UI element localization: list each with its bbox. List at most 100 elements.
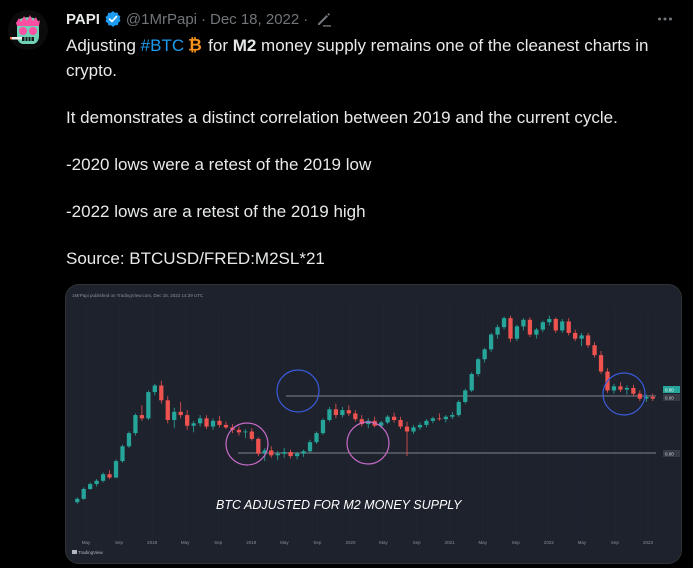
candle (417, 422, 423, 430)
text-segment: Adjusting (66, 36, 141, 55)
chart-header-text: 1MrPapi published on TradingView.com, De… (72, 293, 204, 298)
candle-body (379, 422, 384, 426)
candle (288, 449, 293, 459)
tweet-media-chart[interactable]: 1MrPapi published on TradingView.com, De… (65, 284, 682, 564)
candle-body (307, 442, 313, 452)
candle (411, 424, 416, 434)
candle (631, 384, 636, 397)
candle (307, 439, 313, 453)
svg-text:₿: ₿ (188, 36, 202, 54)
candle-body (223, 424, 229, 428)
candle-body (469, 374, 474, 391)
candle (534, 328, 539, 339)
candle-body (437, 418, 442, 420)
candle (333, 403, 339, 419)
candle (294, 452, 300, 460)
candle (320, 418, 326, 435)
candle-body (540, 322, 545, 330)
candle-body (476, 359, 481, 374)
candle-body (165, 400, 170, 420)
candle (573, 329, 578, 342)
candle (624, 385, 630, 395)
tradingview-watermark: TradingView (78, 550, 104, 555)
candle-body (398, 420, 403, 427)
candle (482, 347, 487, 363)
candle-body (534, 329, 539, 335)
candle (249, 428, 254, 441)
candle (139, 405, 145, 421)
x-tick-label: May (82, 540, 91, 545)
candle (113, 459, 119, 479)
candle (598, 351, 604, 374)
candle-body (417, 424, 423, 428)
tweet-paragraph: Source: BTCUSD/FRED:M2SL*21 (66, 249, 325, 268)
candle (463, 388, 468, 404)
chart-annotation: BTC ADJUSTED FOR M2 MONEY SUPPLY (216, 498, 463, 512)
tweet-header: PAPI @1MrPapi · Dec 18, 2022 · (66, 8, 676, 30)
more-dots-icon[interactable] (654, 8, 676, 30)
candle-body (463, 390, 468, 402)
candle-body (146, 392, 151, 419)
display-name[interactable]: PAPI (66, 10, 100, 28)
x-tick-label: May (578, 540, 587, 545)
candle-body (327, 409, 332, 420)
candle-body (262, 450, 267, 454)
text-segment: money supply remains one of the cleanest… (66, 36, 649, 80)
candle-body (592, 345, 597, 356)
candle-body (501, 318, 507, 328)
price-label (663, 386, 680, 393)
candle-body (113, 461, 119, 478)
user-handle[interactable]: @1MrPapi (125, 10, 197, 28)
candle-body (256, 438, 261, 454)
x-tick-label: 2021 (445, 540, 456, 545)
circle-2022-low (602, 372, 646, 416)
candle (346, 405, 351, 416)
circle-2019-high (276, 369, 320, 413)
candle (469, 372, 474, 393)
candle (275, 451, 280, 461)
candle (592, 341, 597, 358)
candle-body (443, 416, 448, 420)
candle-body (249, 431, 254, 439)
pencil-edited-icon[interactable] (316, 11, 332, 27)
candle-body (340, 410, 345, 416)
candle (547, 315, 552, 326)
x-tick-label: 2018 (147, 540, 158, 545)
x-tick-label: May (181, 540, 190, 545)
candle (178, 401, 183, 419)
price-label (663, 450, 680, 457)
candle-body (243, 431, 248, 433)
tweet-date[interactable]: Dec 18, 2022 (210, 10, 300, 28)
candle-body (411, 427, 416, 432)
candle (391, 412, 397, 423)
candle (120, 444, 125, 463)
candle-body (133, 415, 138, 434)
x-tick-label: Sep (413, 540, 422, 545)
candle-body (159, 385, 164, 401)
candle-body (275, 453, 280, 456)
candle-body (94, 480, 99, 485)
candle (340, 406, 345, 418)
avatar[interactable] (8, 10, 48, 50)
x-tick-label: May (379, 540, 388, 545)
candle-body (172, 411, 177, 420)
candle-body (301, 451, 306, 454)
x-tick-label: Sep (313, 540, 322, 545)
candle-body (353, 413, 358, 420)
candle-body (385, 416, 390, 423)
x-tick-label: Sep (611, 540, 620, 545)
candle (269, 446, 274, 458)
x-tick-label: May (280, 540, 289, 545)
candle (217, 415, 222, 428)
candle (327, 406, 332, 422)
candle (521, 318, 526, 331)
candle (501, 316, 507, 330)
candle (81, 487, 86, 500)
candle (488, 332, 494, 352)
candle-body (126, 433, 132, 447)
candle (495, 324, 500, 339)
candle (256, 437, 261, 457)
candle (540, 320, 545, 333)
hashtag-link[interactable]: #BTC (140, 36, 185, 55)
candle-body (514, 326, 520, 339)
